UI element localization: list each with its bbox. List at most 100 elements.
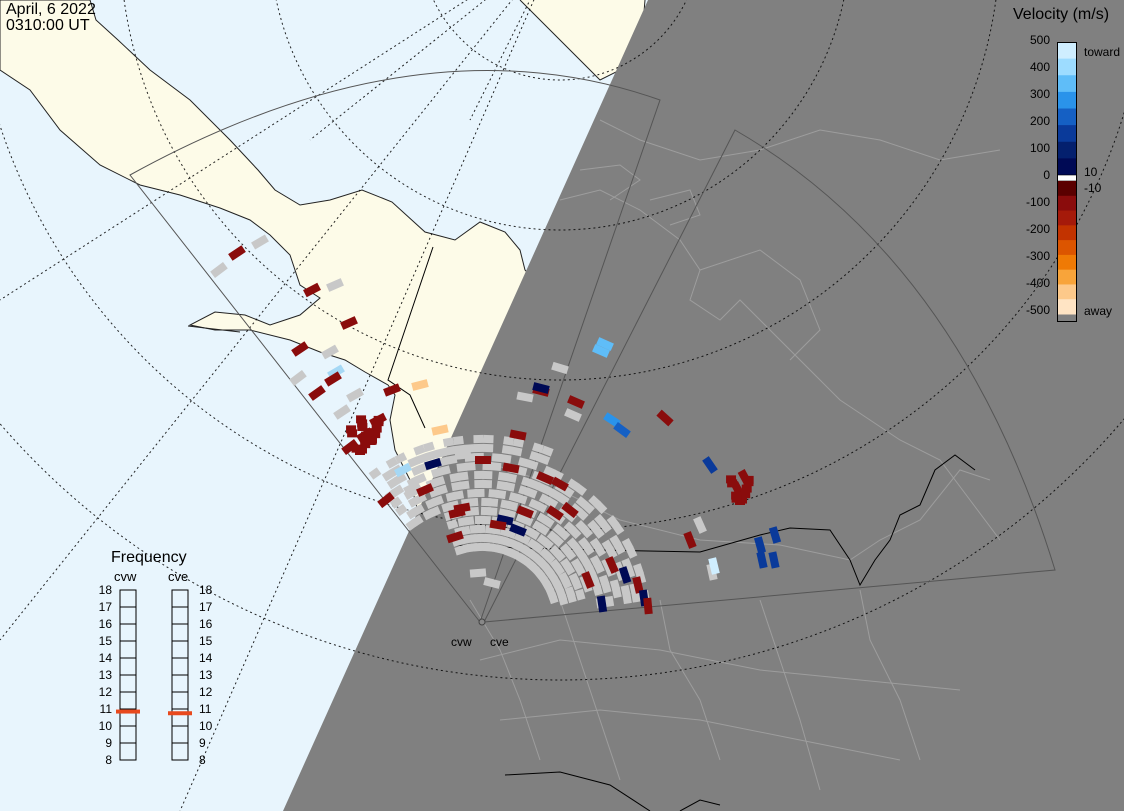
frequency-cell (171, 657, 189, 676)
ground-scatter-cell (436, 484, 448, 496)
ground-scatter-cell (452, 490, 465, 501)
frequency-scale-left: 9 (105, 736, 112, 750)
ground-scatter-cell (439, 465, 451, 476)
freq-radar-label-cvw: cvw (114, 569, 137, 584)
colorbar-segment (1057, 58, 1077, 76)
frequency-scale-left: 11 (99, 702, 112, 716)
frequency-scale-left: 8 (105, 753, 112, 767)
frequency-scale-right: 14 (199, 651, 213, 665)
velocity-cell (581, 571, 595, 589)
frequency-cell (119, 606, 137, 625)
velocity-cell (532, 382, 550, 394)
ground-scatter-cell (394, 452, 408, 464)
velocity-cell (394, 462, 412, 478)
ground-scatter-cell (403, 480, 421, 496)
ground-scatter-cell (446, 519, 459, 530)
ground-scatter-cell (251, 234, 269, 250)
ground-scatter-cell (633, 563, 644, 576)
ground-scatter-cell (482, 470, 493, 480)
velocity-cell (516, 505, 534, 519)
velocity-cell (346, 425, 357, 434)
ground-scatter-cell (501, 445, 513, 455)
ground-scatter-cell (511, 446, 523, 457)
ground-scatter-cell (568, 526, 582, 540)
ground-scatter-cell (518, 533, 531, 546)
ground-scatter-cell (622, 593, 632, 605)
velocity-cell (683, 531, 697, 549)
velocity-cell (509, 429, 527, 441)
ground-scatter-cell (532, 442, 544, 454)
ground-scatter-cell (506, 500, 519, 512)
ground-scatter-cell (503, 481, 516, 492)
ground-scatter-cell (456, 462, 468, 472)
ground-scatter-cell (431, 495, 444, 507)
ground-scatter-cell (593, 544, 607, 557)
velocity-cell (489, 519, 507, 531)
ground-scatter-cell (599, 520, 612, 534)
ground-scatter-cell (480, 515, 491, 525)
ground-scatter-cell (621, 538, 634, 551)
colorbar-segment (1057, 42, 1077, 60)
ground-scatter-cell (483, 577, 501, 589)
velocity-cell (509, 523, 527, 537)
ground-scatter-cell (540, 537, 554, 550)
ground-scatter-cell (468, 506, 480, 516)
ground-scatter-cell (574, 563, 586, 577)
velocity-cell (357, 422, 368, 431)
velocity-cell (536, 471, 554, 485)
ground-scatter-cell (391, 484, 405, 497)
ground-scatter-cell (526, 459, 539, 471)
ground-scatter-cell (326, 278, 344, 292)
velocity-cell (383, 383, 401, 397)
frequency-marker (116, 709, 140, 714)
velocity-cell (596, 337, 614, 351)
ground-scatter-cell (473, 434, 484, 444)
frequency-scale-right: 8 (199, 753, 206, 767)
ground-scatter-cell (593, 561, 605, 574)
velocity-tick-label: -400 (1025, 276, 1050, 290)
velocity-cell (361, 434, 372, 443)
colorbar-frame (1057, 42, 1077, 322)
colorbar-segment (1057, 240, 1077, 256)
colorbar-segment (1057, 269, 1077, 285)
ground-scatter-cell (469, 568, 487, 578)
frequency-scale-left: 17 (98, 600, 112, 614)
ground-scatter-cell (416, 453, 429, 464)
radar-label-cve: cve (490, 635, 509, 649)
frequency-scale-right: 12 (199, 685, 213, 699)
ground-scatter-cell (389, 496, 403, 509)
colorbar-segment (1057, 254, 1077, 271)
ground-scatter-cell (611, 586, 622, 599)
velocity-cell (592, 344, 610, 358)
velocity-cell (743, 475, 754, 484)
velocity-cell (702, 456, 718, 474)
ground-scatter-cell (505, 473, 517, 483)
ground-scatter-cell (487, 498, 499, 507)
velocity-cell (351, 444, 362, 453)
ground-scatter-cell (463, 516, 475, 526)
frequency-scale-left: 12 (98, 685, 112, 699)
ground-scatter-cell (470, 533, 482, 543)
ground-scatter-cell (446, 454, 458, 465)
velocity-cell (754, 536, 766, 554)
ground-scatter-cell (693, 516, 707, 534)
velocity-tick-label: -300 (1025, 249, 1050, 263)
velocity-cell (303, 282, 321, 298)
frequency-scale-left: 10 (98, 719, 112, 733)
ground-scatter-cell (557, 593, 569, 606)
toward-label: toward (1084, 45, 1121, 59)
us-canada-border (453, 454, 976, 587)
radar-label-cvw: cvw (451, 635, 472, 649)
frequency-cell (119, 657, 137, 676)
colorbar-segment (1057, 225, 1077, 241)
ground-scatter-cell (346, 387, 364, 403)
ground-scatter-cell (525, 487, 538, 499)
velocity-cell (416, 483, 434, 497)
velocity-cell (324, 371, 342, 387)
away-label: away (1084, 304, 1113, 318)
ground-scatter-cell (454, 450, 472, 460)
ground-scatter-cell (500, 454, 512, 464)
colorbar-zero-band (1057, 174, 1077, 182)
ground-scatter-cell (457, 471, 469, 481)
night-coastlines (449, 119, 1001, 791)
